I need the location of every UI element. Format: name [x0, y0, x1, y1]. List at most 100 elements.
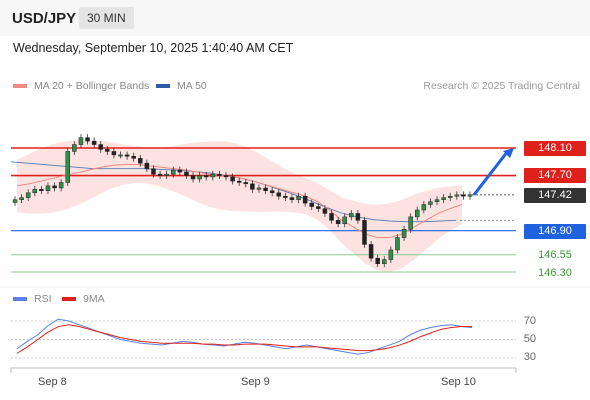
- candle-up: [12, 199, 18, 203]
- rsi-level-50: 50: [523, 333, 536, 345]
- candle-up: [428, 201, 433, 205]
- candle-down: [236, 180, 242, 183]
- candle-up: [401, 229, 407, 238]
- rsi-line: [16, 318, 473, 355]
- ma20-swatch: [13, 84, 27, 88]
- candle-up: [454, 194, 460, 197]
- rsi-ma-line: [16, 324, 472, 354]
- candle-down: [144, 162, 150, 169]
- rsi-level-70: 70: [523, 315, 536, 327]
- candle-up: [210, 173, 216, 178]
- candle-down: [289, 197, 295, 200]
- legend-rsi: RSI: [13, 293, 52, 305]
- candle-down: [52, 185, 57, 189]
- candle-down: [362, 220, 367, 245]
- candle-down: [250, 183, 255, 190]
- candle-up: [19, 197, 24, 200]
- credit-text: Research © 2025 Trading Central: [423, 80, 580, 92]
- candle-up: [197, 175, 202, 180]
- resistance-1-tag: 147.70: [524, 168, 586, 183]
- candle-down: [243, 182, 249, 185]
- candle-down: [190, 175, 196, 180]
- candle-down: [263, 187, 268, 191]
- forecast-arrow-line: [472, 152, 508, 196]
- candle-up: [32, 189, 38, 194]
- header-bar: USD/JPY 30 MIN: [0, 0, 590, 36]
- candle-down: [85, 137, 90, 142]
- candle-up: [65, 151, 71, 183]
- candle-up: [118, 154, 123, 157]
- date-tick-sep10: Sep 10: [441, 376, 476, 388]
- candle-down: [131, 156, 136, 159]
- candle-down: [105, 149, 110, 152]
- legend-rsi-ma: 9MA: [62, 293, 105, 305]
- support-2-label: 146.30: [538, 267, 572, 279]
- candle-down: [177, 169, 183, 173]
- candle-up: [58, 182, 64, 189]
- candle-down: [302, 195, 308, 204]
- rsi-swatch: [13, 297, 27, 301]
- support-1-label: 146.55: [538, 249, 572, 261]
- current-price-tag: 147.42: [524, 188, 586, 203]
- candle-down: [138, 158, 143, 164]
- candle-down: [217, 173, 222, 176]
- symbol-title: USD/JPY: [12, 10, 77, 27]
- candle-up: [164, 173, 169, 176]
- candle-down: [157, 173, 163, 176]
- candle-up: [45, 185, 51, 191]
- candle-down: [230, 176, 235, 182]
- candle-down: [151, 168, 156, 175]
- candle-down: [223, 175, 229, 178]
- candle-down: [98, 144, 103, 150]
- candle-up: [349, 213, 354, 218]
- candle-down: [375, 257, 380, 264]
- candle-up: [408, 216, 413, 230]
- candle-up: [388, 249, 394, 260]
- candle-up: [382, 259, 387, 264]
- pivot-tag: 146.90: [524, 224, 586, 239]
- candle-down: [461, 194, 466, 197]
- candle-down: [184, 171, 189, 176]
- candle-down: [316, 206, 321, 209]
- timestamp: Wednesday, September 10, 2025 1:40:40 AM…: [13, 41, 294, 55]
- candle-down: [124, 154, 130, 157]
- candle-up: [25, 192, 31, 198]
- rsi-ma-swatch: [62, 297, 76, 301]
- candle-down: [269, 190, 275, 194]
- candle-up: [342, 216, 347, 225]
- ma50-swatch: [156, 84, 170, 88]
- candle-down: [39, 189, 44, 191]
- candle-up: [256, 187, 262, 190]
- candle-down: [329, 213, 334, 221]
- candle-down: [91, 140, 97, 145]
- candle-up: [72, 144, 77, 152]
- forecast-arrow-head: [503, 148, 514, 158]
- bollinger-band: [17, 140, 462, 272]
- candle-up: [395, 237, 400, 251]
- candle-down: [322, 208, 328, 214]
- candle-up: [414, 209, 420, 218]
- legend-ma20-label: MA 20 + Bollinger Bands: [34, 80, 150, 92]
- candle-down: [203, 175, 209, 178]
- legend-ma50: MA 50: [156, 80, 207, 92]
- candle-up: [434, 199, 440, 202]
- candle-up: [467, 194, 473, 197]
- candle-up: [171, 169, 176, 175]
- candle-up: [441, 197, 446, 200]
- rsi-level-30: 30: [523, 351, 536, 363]
- date-tick-sep9: Sep 9: [241, 376, 270, 388]
- candle-down: [276, 192, 282, 197]
- candle-up: [78, 137, 84, 145]
- legend-ma20: MA 20 + Bollinger Bands: [13, 80, 149, 92]
- candle-down: [283, 195, 288, 198]
- candle-down: [368, 244, 374, 259]
- candle-down: [309, 202, 314, 207]
- legend-rsi-ma-label: 9MA: [83, 293, 105, 305]
- candle-up: [447, 195, 453, 198]
- candle-down: [111, 151, 117, 156]
- legend-ma50-label: MA 50: [177, 80, 207, 92]
- candle-up: [421, 204, 427, 211]
- timeframe-badge[interactable]: 30 MIN: [79, 7, 134, 29]
- candle-down: [335, 220, 341, 225]
